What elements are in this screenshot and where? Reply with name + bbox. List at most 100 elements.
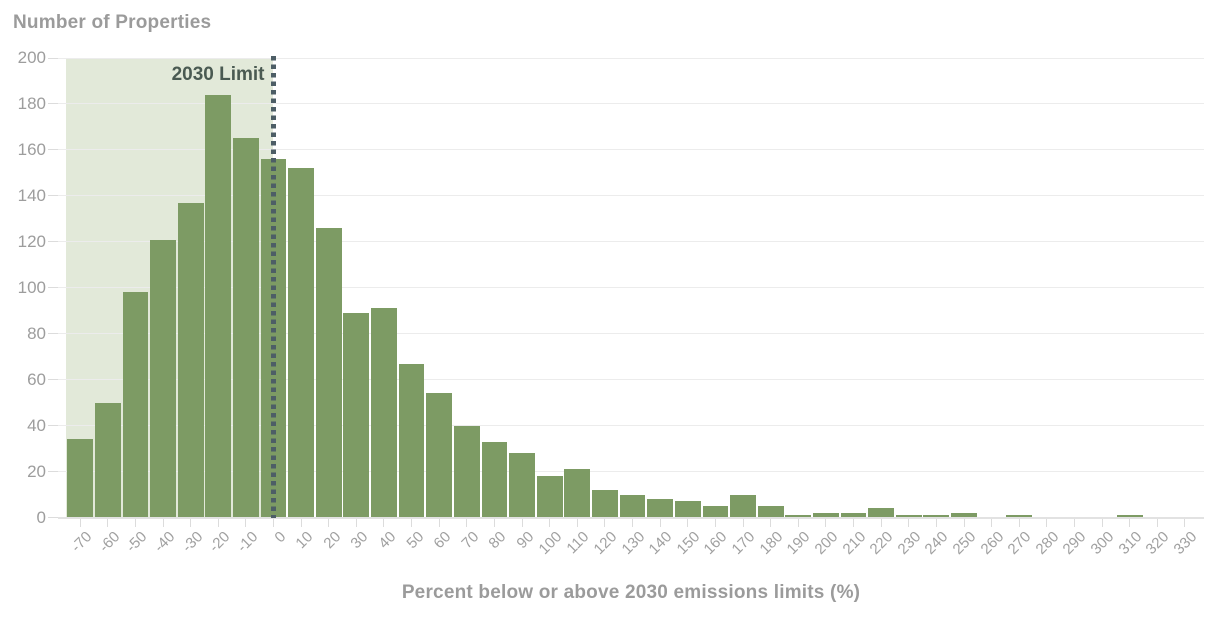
y-tick-mark: [48, 103, 58, 105]
histogram-bar: [536, 476, 563, 518]
x-tick-mark: [493, 518, 495, 527]
gridline: [58, 471, 1204, 473]
histogram-bar: [757, 506, 784, 518]
x-tick-mark: [935, 518, 937, 527]
x-tick-mark: [134, 518, 136, 527]
x-tick-mark: [1184, 518, 1186, 527]
x-tick-mark: [411, 518, 413, 527]
histogram-bar: [315, 228, 342, 518]
histogram-bar: [702, 506, 729, 518]
histogram-bar: [1116, 515, 1143, 518]
y-tick-label: 0: [36, 507, 46, 527]
x-tick-label: -50: [123, 528, 151, 556]
y-tick-mark: [48, 57, 58, 59]
x-tick-label: 190: [783, 528, 814, 559]
x-tick-mark: [300, 518, 302, 527]
y-tick-label: 80: [27, 323, 46, 343]
histogram-bar: [94, 402, 121, 518]
x-tick-label: 0: [270, 528, 289, 547]
histogram-bar: [923, 515, 950, 518]
y-tick-mark: [48, 195, 58, 197]
x-tick-mark: [853, 518, 855, 527]
x-tick-label: 330: [1170, 528, 1201, 559]
gridline: [58, 379, 1204, 381]
y-tick-mark: [48, 471, 58, 473]
x-tick-label: -30: [178, 528, 206, 556]
x-tick-mark: [991, 518, 993, 527]
x-tick-mark: [1129, 518, 1131, 527]
gridline: [58, 103, 1204, 105]
gridline: [58, 241, 1204, 243]
histogram-bar: [785, 515, 812, 518]
gridline: [58, 57, 1204, 59]
x-tick-mark: [714, 518, 716, 527]
x-tick-label: 100: [535, 528, 566, 559]
x-axis-title: Percent below or above 2030 emissions li…: [401, 582, 861, 603]
chart-title: Number of Properties: [13, 12, 212, 33]
x-tick-mark: [770, 518, 772, 527]
x-tick-label: 250: [949, 528, 980, 559]
y-tick-label: 140: [17, 185, 46, 205]
histogram-bar: [730, 494, 756, 518]
x-tick-mark: [217, 518, 219, 527]
x-tick-label: 120: [590, 528, 621, 559]
histogram-bar: [647, 499, 674, 518]
x-tick-label: 320: [1142, 528, 1173, 559]
gridline: [58, 425, 1204, 427]
x-tick-mark: [1018, 518, 1020, 527]
x-tick-label: -20: [206, 528, 234, 556]
histogram-bar: [343, 313, 370, 518]
x-tick-mark: [162, 518, 164, 527]
x-tick-mark: [383, 518, 385, 527]
x-tick-label: 40: [375, 528, 400, 553]
y-tick-mark: [48, 517, 58, 518]
histogram-bar: [951, 512, 977, 518]
gridline: [58, 287, 1204, 289]
x-tick-label: 10: [292, 528, 317, 553]
x-tick-label: 300: [1087, 528, 1118, 559]
x-tick-mark: [521, 518, 523, 527]
x-tick-label: 290: [1060, 528, 1090, 559]
x-tick-label: 80: [485, 528, 510, 553]
histogram-bar: [232, 138, 259, 518]
y-tick-mark: [48, 149, 58, 151]
histogram-bar: [813, 512, 839, 518]
x-tick-label: 240: [921, 528, 952, 559]
histogram-bar: [205, 94, 232, 518]
y-tick-mark: [48, 241, 58, 243]
x-tick-mark: [466, 518, 468, 527]
histogram-bar: [592, 489, 618, 518]
x-tick-label: -70: [68, 528, 96, 556]
x-tick-mark: [742, 518, 744, 527]
y-tick-label: 180: [17, 93, 46, 113]
limit-dotted-line: [271, 56, 276, 518]
x-tick-mark: [825, 518, 827, 527]
x-tick-label: 20: [320, 528, 345, 553]
x-tick-mark: [797, 518, 799, 527]
x-tick-label: -10: [233, 528, 262, 556]
histogram-bar: [481, 441, 508, 518]
x-tick-label: 60: [430, 528, 455, 553]
x-tick-mark: [1073, 518, 1075, 527]
x-tick-label: 160: [700, 528, 731, 559]
x-tick-label: 220: [866, 528, 897, 559]
x-tick-label: 50: [403, 528, 427, 553]
x-tick-mark: [245, 518, 247, 527]
x-tick-mark: [549, 518, 551, 527]
x-tick-label: 310: [1115, 528, 1146, 559]
y-tick-mark: [48, 333, 58, 335]
gridline: [58, 149, 1204, 151]
x-tick-label: 270: [1004, 528, 1035, 559]
x-tick-label: 90: [513, 528, 538, 553]
histogram-bar: [564, 469, 591, 518]
histogram-bar: [453, 425, 480, 518]
x-tick-label: 210: [839, 528, 869, 559]
x-tick-label: -40: [150, 528, 179, 556]
x-tick-mark: [1156, 518, 1158, 527]
gridline: [58, 195, 1204, 197]
x-tick-mark: [963, 518, 965, 527]
histogram-bar: [67, 439, 94, 518]
x-tick-mark: [273, 518, 274, 527]
x-tick-mark: [79, 518, 81, 527]
